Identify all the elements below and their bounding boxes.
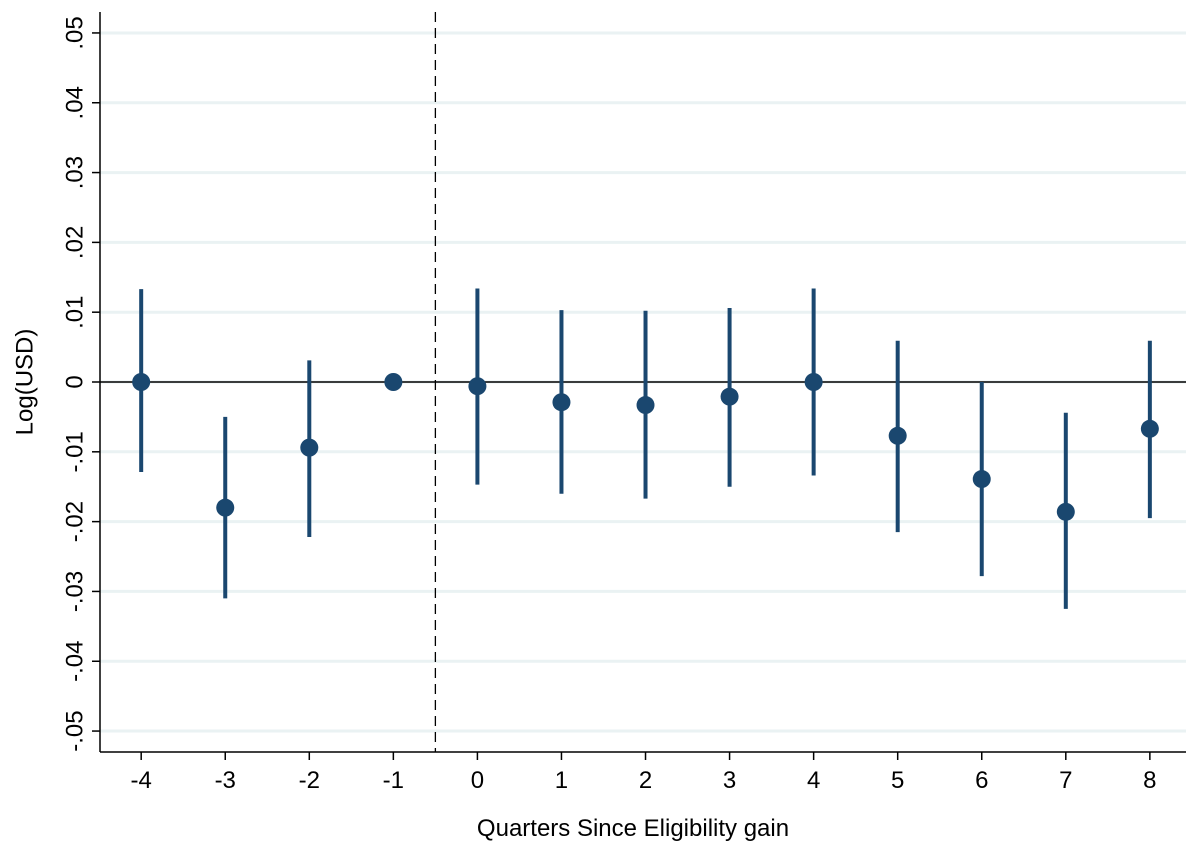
x-tick-label: -3	[215, 767, 236, 794]
point	[888, 426, 907, 445]
x-tick-label: 6	[975, 767, 988, 794]
y-tick-label: -.05	[61, 710, 88, 751]
point	[300, 438, 319, 457]
point	[804, 373, 823, 391]
x-tick-label: 8	[1143, 767, 1156, 794]
point	[1140, 419, 1159, 438]
x-tick-label: 5	[891, 767, 904, 794]
x-tick-label: 3	[723, 767, 736, 794]
y-tick-label: -.02	[61, 501, 88, 542]
y-tick-label: 0	[61, 375, 88, 388]
x-tick-label: -2	[299, 767, 320, 794]
point	[1056, 502, 1075, 521]
x-axis-label: Quarters Since Eligibility gain	[477, 815, 789, 842]
x-tick-label: 4	[807, 767, 820, 794]
y-tick-label: -.01	[61, 431, 88, 472]
y-tick-label: .04	[61, 86, 88, 119]
y-tick-label: .02	[61, 226, 88, 259]
point	[384, 373, 403, 391]
y-tick-label: .03	[61, 156, 88, 189]
x-tick-label: -1	[383, 767, 404, 794]
point	[972, 470, 991, 489]
y-axis-label: Log(USD)	[11, 329, 38, 436]
point	[636, 396, 655, 415]
y-tick-label: .01	[61, 296, 88, 329]
y-tick-label: -.04	[61, 641, 88, 682]
x-tick-label: 0	[471, 767, 484, 794]
y-tick-label: -.03	[61, 571, 88, 612]
x-tick-label: 7	[1059, 767, 1072, 794]
y-tick-label: .05	[61, 16, 88, 49]
point	[468, 377, 487, 396]
x-tick-label: 1	[555, 767, 568, 794]
x-tick-label: 2	[639, 767, 652, 794]
point	[216, 498, 235, 517]
point	[132, 373, 151, 391]
point	[720, 387, 739, 406]
point	[552, 393, 571, 412]
x-tick-label: -4	[131, 767, 152, 794]
